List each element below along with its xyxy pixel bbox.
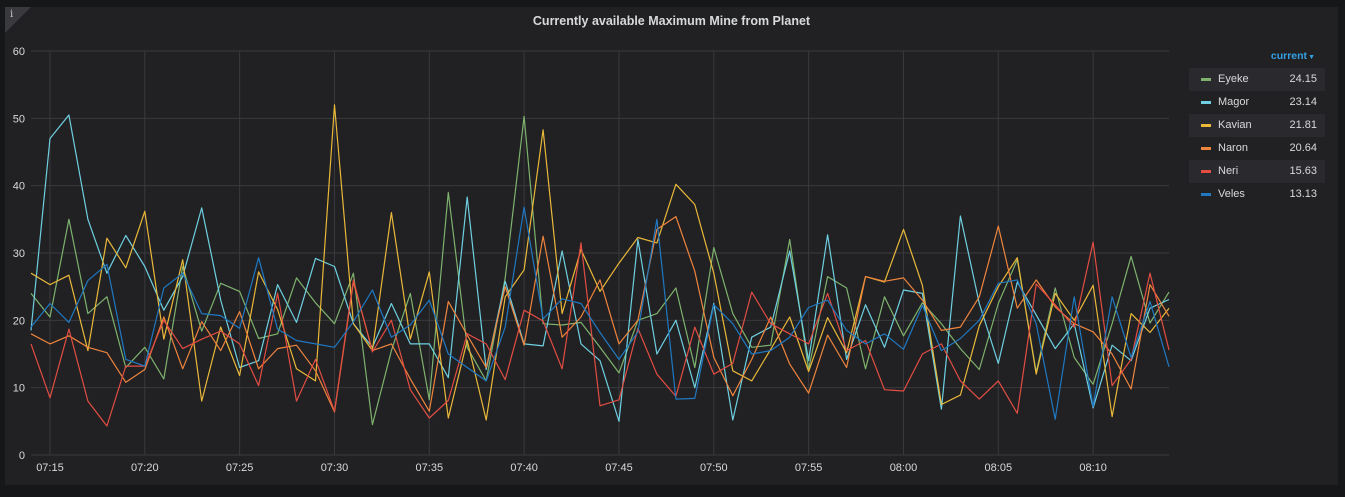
y-tick-label: 0 [19,450,25,462]
series-line-naron[interactable] [30,216,1170,413]
legend-current-value: 13.13 [1289,188,1317,200]
legend-sort-label[interactable]: current [1270,50,1308,62]
x-tick-label: 07:35 [416,462,444,474]
legend-series-name[interactable]: Magor [1218,96,1250,108]
legend-item-eyeke[interactable]: Eyeke 24.15 [1189,68,1325,91]
legend-item-veles[interactable]: Veles 13.13 [1189,183,1325,206]
legend-current-value: 23.14 [1289,96,1317,108]
y-tick-label: 10 [13,383,25,395]
x-tick-label: 07:55 [795,462,823,474]
legend-item-neri[interactable]: Neri 15.63 [1189,160,1325,183]
x-tick-label: 07:20 [131,462,159,474]
legend-current-value: 15.63 [1289,165,1317,177]
legend-sort-header[interactable]: current▼ [1189,50,1325,68]
y-tick-label: 40 [13,181,25,193]
legend-item-naron[interactable]: Naron 20.64 [1189,137,1325,160]
x-tick-label: 07:15 [36,462,64,474]
x-tick-label: 07:30 [321,462,349,474]
legend-swatch[interactable] [1201,170,1211,173]
panel-title[interactable]: Currently available Maximum Mine from Pl… [532,14,811,28]
y-axis: 0 10 20 30 40 50 60 [13,46,25,462]
y-tick-label: 20 [13,315,25,327]
chart-grid [31,50,1169,456]
legend-series-name[interactable]: Eyeke [1218,73,1249,85]
legend-series-name[interactable]: Naron [1218,142,1248,154]
legend-swatch[interactable] [1201,78,1211,81]
legend-series-name[interactable]: Neri [1218,165,1239,177]
x-tick-label: 08:10 [1079,462,1107,474]
graph-panel: i Currently available Maximum Mine from … [5,7,1338,485]
x-tick-label: 07:40 [510,462,538,474]
legend-item-kavian[interactable]: Kavian 21.81 [1189,114,1325,137]
legend-swatch[interactable] [1201,101,1211,104]
legend-series-name[interactable]: Kavian [1218,119,1252,131]
x-tick-label: 07:50 [700,462,728,474]
series-line-eyeke[interactable] [30,115,1170,426]
series-line-magor[interactable] [30,114,1170,422]
chart-series [30,104,1170,427]
y-tick-label: 50 [13,113,25,125]
legend-series-name[interactable]: Veles [1218,188,1245,200]
legend-swatch[interactable] [1201,124,1211,127]
legend-current-value: 24.15 [1289,73,1317,85]
legend-swatch[interactable] [1201,147,1211,150]
y-tick-label: 30 [13,248,25,260]
series-line-neri[interactable] [30,241,1170,427]
legend-current-value: 21.81 [1289,119,1317,131]
x-axis: 07:15 07:20 07:25 07:30 07:35 07:40 07:45 07:50… [36,462,1107,474]
legend-swatch[interactable] [1201,193,1211,196]
x-tick-label: 07:25 [226,462,254,474]
series-line-veles[interactable] [30,206,1170,420]
caret-down-icon: ▼ [1308,54,1315,61]
legend-item-magor[interactable]: Magor 23.14 [1189,91,1325,114]
info-icon[interactable]: i [10,9,14,20]
series-line-kavian[interactable] [30,104,1170,421]
x-tick-label: 07:45 [605,462,633,474]
x-tick-label: 08:00 [890,462,918,474]
legend: current▼ Eyeke 24.15 Magor 23.14 Kavian 21.81… [1189,50,1325,206]
legend-current-value: 20.64 [1289,142,1317,154]
x-tick-label: 08:05 [985,462,1013,474]
y-tick-label: 60 [13,46,25,58]
panel-info-corner[interactable] [5,7,31,33]
